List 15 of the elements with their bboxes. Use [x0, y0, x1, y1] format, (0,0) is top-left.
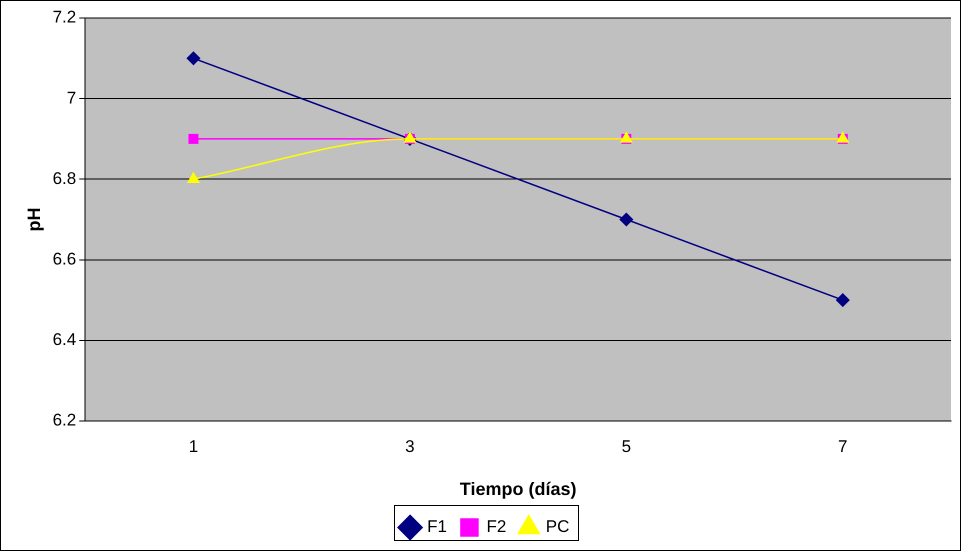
x-axis-title: Tiempo (días) [460, 479, 576, 500]
y-tick-label: 7 [66, 88, 76, 108]
x-tick-label: 3 [405, 436, 415, 456]
x-tick-label: 1 [188, 436, 198, 456]
y-tick-label: 6.6 [52, 249, 76, 268]
y-axis-title: pH [24, 208, 44, 232]
y-tick-label: 6.8 [52, 168, 76, 188]
legend-label: PC [546, 517, 570, 536]
legend-label: F2 [486, 517, 506, 536]
legend-label: F1 [427, 517, 447, 536]
y-tick-label: 7.2 [52, 8, 76, 27]
x-tick-label: 7 [838, 436, 848, 456]
y-tick-label: 6.4 [52, 330, 76, 350]
y-tick-label: 6.2 [52, 410, 76, 430]
x-tick-label: 5 [622, 436, 632, 456]
